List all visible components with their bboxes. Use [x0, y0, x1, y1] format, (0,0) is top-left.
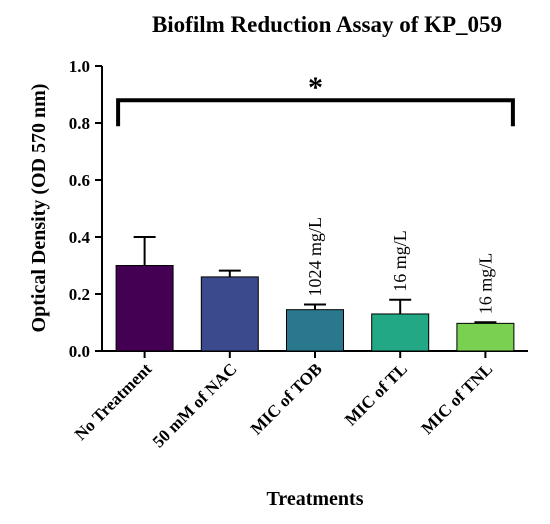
- bar: [115, 265, 174, 352]
- x-axis-title: Treatments: [266, 488, 363, 510]
- significance-bracket: [116, 98, 515, 127]
- bar-annotation: 1024 mg/L: [305, 217, 325, 297]
- y-tick-label: 0.6: [69, 171, 90, 190]
- bar: [371, 313, 430, 352]
- y-tick-label: 0.8: [69, 114, 90, 133]
- x-tick-label: No Treatment: [71, 359, 156, 444]
- chart-title: Biofilm Reduction Assay of KP_059: [152, 12, 502, 37]
- y-tick-label: 0.2: [69, 285, 90, 304]
- y-axis-title: Optical Density (OD 570 nm): [28, 84, 50, 333]
- bar-annotation: 16 mg/L: [475, 253, 495, 315]
- x-tick-label: MIC of TNL: [418, 359, 497, 438]
- y-tick-label: 0.4: [69, 228, 91, 247]
- x-tick-label: MIC of TL: [341, 359, 411, 429]
- x-tick-label: 50 mM of NAC: [149, 359, 241, 451]
- y-tick-label: 0.0: [69, 342, 90, 361]
- significance-label: *: [308, 71, 323, 104]
- bar: [456, 322, 515, 352]
- bar: [286, 309, 344, 352]
- y-tick-label: 1.0: [69, 57, 90, 76]
- x-tick-label: MIC of TOB: [247, 359, 326, 438]
- bar-annotation: 16 mg/L: [390, 230, 410, 292]
- bar: [200, 276, 259, 352]
